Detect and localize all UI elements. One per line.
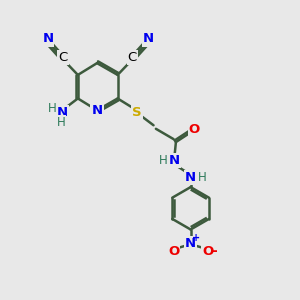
Text: H: H [56, 116, 65, 128]
Text: N: N [185, 171, 196, 184]
Text: O: O [202, 245, 213, 258]
Text: C: C [58, 51, 68, 64]
Text: H: H [197, 171, 206, 184]
Text: C: C [128, 51, 137, 64]
Text: H: H [159, 154, 168, 167]
Text: +: + [192, 233, 200, 243]
Text: N: N [42, 32, 53, 46]
Text: O: O [189, 123, 200, 136]
Text: H: H [48, 102, 57, 115]
Text: N: N [92, 104, 103, 117]
Text: O: O [168, 245, 179, 258]
Text: N: N [169, 154, 180, 167]
Text: N: N [185, 237, 196, 250]
Text: -: - [211, 244, 217, 258]
Text: N: N [57, 106, 68, 119]
Text: N: N [143, 32, 154, 46]
Text: S: S [132, 106, 142, 119]
